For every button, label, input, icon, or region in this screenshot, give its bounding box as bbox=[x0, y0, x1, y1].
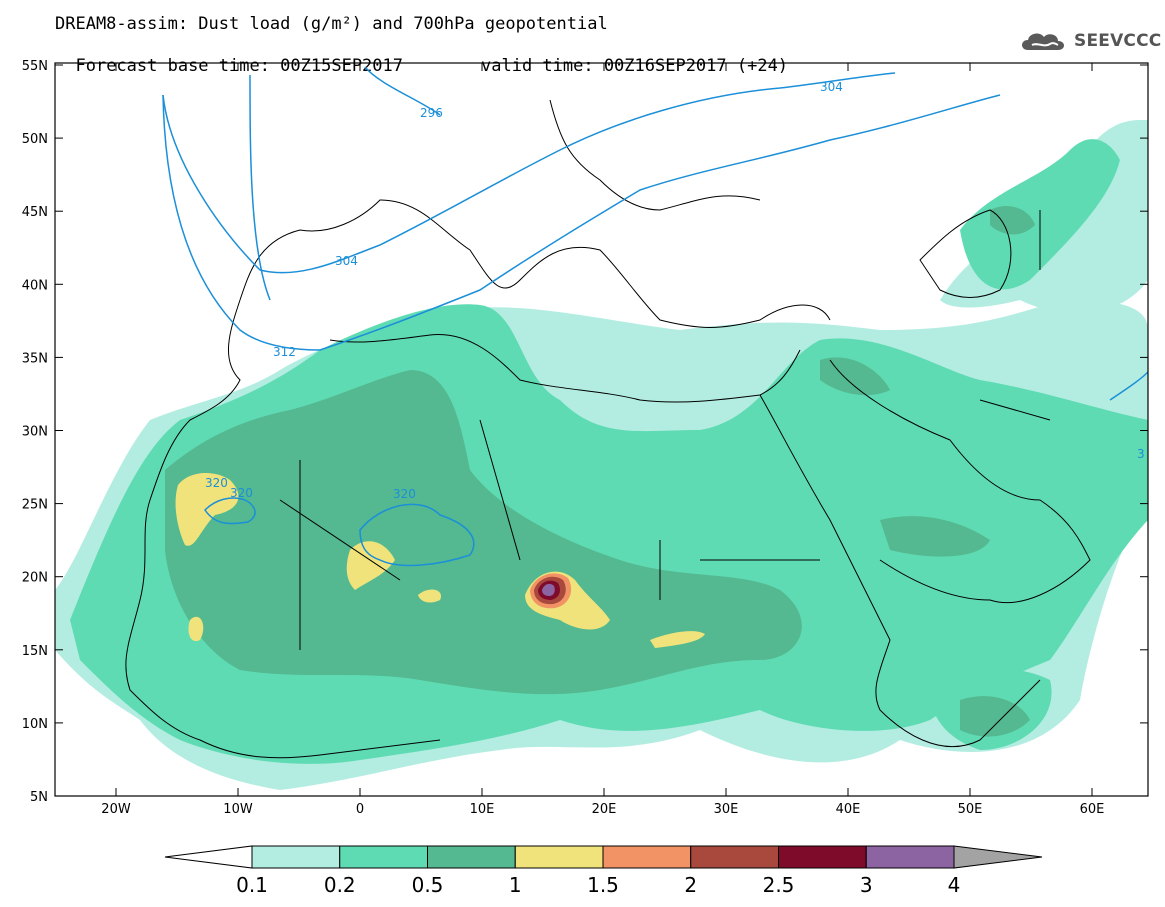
map-frame bbox=[54, 62, 1149, 797]
colorbar-high-arrow bbox=[953, 845, 1043, 869]
lat-tick-label: 5N bbox=[30, 790, 48, 805]
contour-label: 3 bbox=[1137, 447, 1145, 461]
colorbar-label: 0.5 bbox=[412, 873, 444, 897]
contour-label: 320 bbox=[393, 487, 416, 501]
seevccc-logo: SEEVCCC bbox=[1018, 28, 1161, 54]
lat-tick-label: 40N bbox=[22, 278, 48, 293]
valid-time: valid time: 00Z16SEP2017 (+24) bbox=[481, 56, 789, 76]
colorbar-swatch bbox=[251, 845, 341, 869]
lat-tick-label: 10N bbox=[22, 717, 48, 732]
colorbar-label: 1 bbox=[509, 873, 522, 897]
lon-tick-label: 50E bbox=[958, 802, 983, 817]
contour-label: 296 bbox=[420, 106, 443, 120]
colorbar-swatch bbox=[778, 845, 867, 869]
coastlines bbox=[125, 99, 1091, 759]
contour-label: 320 bbox=[230, 486, 253, 500]
forecast-times: Forecast base time: 00Z15SEP2017 valid ti… bbox=[55, 36, 788, 76]
colorbar-label: 3 bbox=[860, 873, 873, 897]
colorbar-swatch bbox=[865, 845, 955, 869]
colorbar-swatch bbox=[514, 845, 604, 869]
lon-tick-label: 20E bbox=[592, 802, 617, 817]
colorbar-swatch bbox=[690, 845, 779, 869]
contour-labels: 304 296 304 312 320 320 320 3 bbox=[205, 80, 1145, 501]
colorbar-swatch bbox=[427, 845, 516, 869]
lon-tick-label: 40E bbox=[836, 802, 861, 817]
lat-tick-label: 50N bbox=[22, 132, 48, 147]
colorbar-swatch bbox=[339, 845, 428, 869]
lat-tick-label: 25N bbox=[22, 498, 48, 513]
colorbar-low-arrow bbox=[164, 845, 253, 869]
lon-tick-label: 10E bbox=[470, 802, 495, 817]
lon-tick-label: 10W bbox=[223, 802, 253, 817]
longitude-axis: 20W 10W 0 10E 20E 30E 40E 50E 60E bbox=[101, 63, 1104, 817]
colorbar-label: 2.5 bbox=[763, 873, 795, 897]
lat-tick-label: 45N bbox=[22, 205, 48, 220]
contour-label: 312 bbox=[273, 345, 296, 359]
lat-tick-label: 15N bbox=[22, 644, 48, 659]
colorbar-label: 4 bbox=[948, 873, 961, 897]
lat-tick-label: 35N bbox=[22, 351, 48, 366]
lon-tick-label: 60E bbox=[1080, 802, 1105, 817]
lat-tick-label: 30N bbox=[22, 425, 48, 440]
colorbar-label: 2 bbox=[684, 873, 697, 897]
contour-label: 304 bbox=[820, 80, 843, 94]
colorbar-label: 1.5 bbox=[587, 873, 619, 897]
lon-tick-label: 20W bbox=[101, 802, 131, 817]
colorbar-label: 0.2 bbox=[324, 873, 356, 897]
lon-tick-label: 0 bbox=[356, 802, 364, 817]
geopotential-contours bbox=[162, 66, 1148, 567]
contour-label: 320 bbox=[205, 476, 228, 490]
colorbar-label: 0.1 bbox=[236, 873, 268, 897]
dust-field bbox=[55, 120, 1148, 790]
map-title: DREAM8-assim: Dust load (g/m²) and 700hP… bbox=[55, 14, 608, 34]
colorbar-swatch bbox=[602, 845, 692, 869]
latitude-axis: 55N 50N 45N 40N 35N 30N 25N 20N 15N 10N 5N bbox=[22, 59, 1148, 805]
cloud-icon bbox=[1022, 33, 1064, 50]
lon-tick-label: 30E bbox=[714, 802, 739, 817]
logo-text: SEEVCCC bbox=[1074, 31, 1162, 51]
lat-tick-label: 55N bbox=[22, 59, 48, 74]
contour-label: 304 bbox=[335, 254, 358, 268]
lat-tick-label: 20N bbox=[22, 571, 48, 586]
colorbar: 0.1 0.2 0.5 1 1.5 2 2.5 3 4 bbox=[164, 845, 1043, 897]
